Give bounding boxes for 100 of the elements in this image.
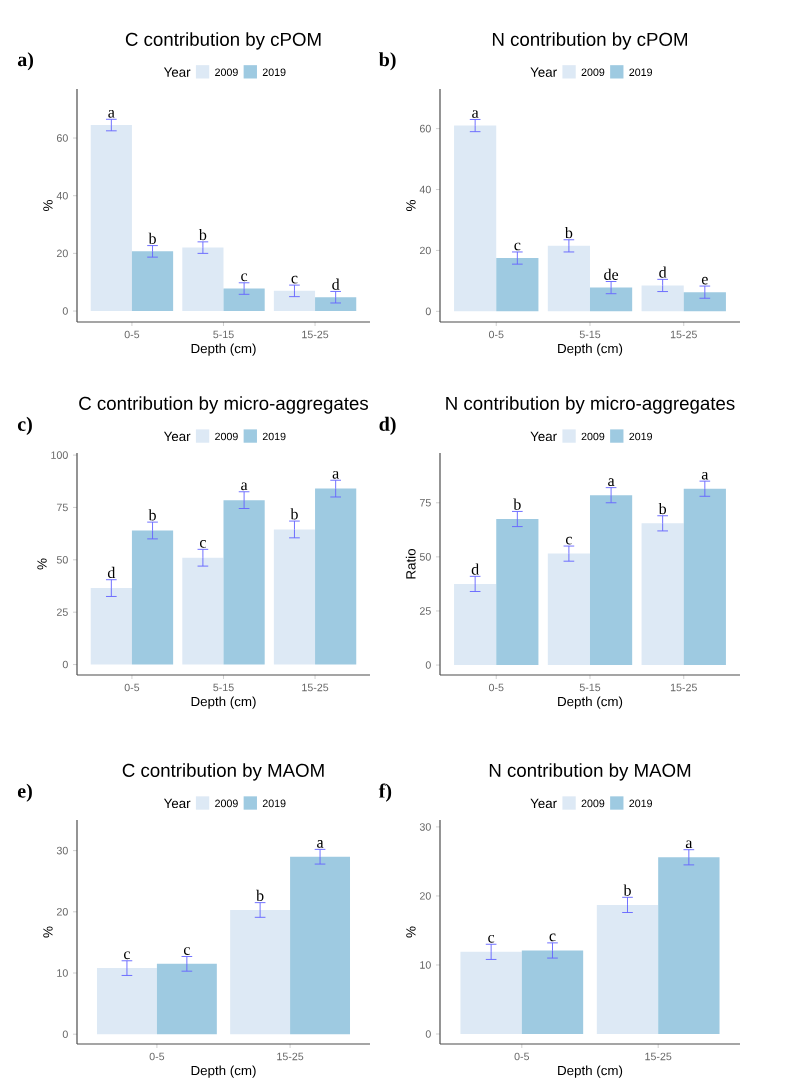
data-label: d — [471, 563, 479, 575]
bar — [182, 247, 224, 312]
data-label: b — [256, 889, 264, 902]
y-tick-label: 75 — [56, 503, 68, 512]
bar — [641, 285, 684, 312]
data-label: b — [148, 232, 156, 244]
y-tick-label: 20 — [56, 908, 68, 916]
y-tick-label: 0 — [425, 661, 431, 669]
y-tick-label: 40 — [419, 185, 431, 194]
y-tick-label: 30 — [56, 846, 68, 855]
data-label: c — [514, 242, 521, 251]
y-tick-label: 20 — [419, 892, 431, 900]
bar — [315, 488, 357, 665]
bar — [131, 530, 174, 665]
bar — [496, 519, 539, 666]
x-tick-label: 15-25 — [277, 1052, 304, 1061]
y-tick-label: 0 — [425, 1030, 431, 1038]
legend-label: 2019 — [629, 432, 653, 441]
bar — [230, 909, 291, 1035]
bar — [90, 588, 132, 665]
y-tick-label: 25 — [56, 608, 68, 616]
y-tick-label: 60 — [419, 124, 431, 133]
data-label: d — [659, 266, 667, 278]
data-label: c — [549, 933, 556, 942]
data-label: c — [565, 536, 572, 545]
x-tick-label: 0-5 — [514, 1052, 530, 1061]
data-label: a — [472, 110, 479, 118]
x-tick-label: 5-15 — [579, 683, 601, 692]
bar — [596, 904, 659, 1034]
x-tick-label: 15-25 — [645, 1052, 672, 1061]
y-axis-title: % — [406, 200, 416, 211]
data-label: a — [332, 470, 339, 479]
text: b) — [378, 52, 396, 71]
data-label: c — [291, 275, 298, 284]
chart-title: C contribution by cPOM — [125, 32, 321, 50]
data-label: de — [604, 268, 619, 280]
bar — [182, 557, 224, 665]
bar — [683, 292, 726, 312]
legend-label: 2019 — [262, 799, 286, 808]
bar — [496, 258, 539, 312]
data-label: b — [198, 228, 207, 241]
bar — [90, 125, 132, 312]
x-tick-label: 5-15 — [213, 683, 234, 692]
x-axis-title: Depth (cm) — [191, 343, 256, 356]
data-label: a — [701, 471, 709, 480]
y-tick-label: 100 — [51, 451, 68, 459]
data-label: a — [608, 478, 615, 487]
x-axis-title: Depth (cm) — [191, 1065, 256, 1078]
y-tick-label: 0 — [62, 1030, 68, 1038]
chart-title: N contribution by micro-aggregates — [446, 396, 735, 414]
data-label: a — [241, 482, 248, 491]
y-axis-title: % — [37, 558, 47, 570]
legend-title: Year — [163, 798, 191, 809]
legend-label: 2019 — [629, 68, 653, 76]
y-axis-title: Ratio — [405, 549, 416, 579]
y-tick-label: 10 — [420, 961, 431, 969]
legend-title: Year — [530, 67, 557, 77]
bar — [223, 500, 265, 665]
x-tick-label: 15-25 — [302, 330, 329, 339]
y-tick-label: 20 — [56, 249, 68, 258]
y-tick-label: 0 — [62, 660, 68, 669]
x-tick-label: 0-5 — [124, 683, 140, 692]
text: e) — [17, 783, 32, 802]
bar — [273, 529, 316, 665]
bar — [315, 297, 357, 312]
legend-label: 2009 — [215, 799, 238, 808]
legend-title: Year — [530, 798, 557, 809]
data-label: d — [332, 278, 340, 290]
legend-label: 2009 — [581, 799, 605, 808]
legend-label: 2009 — [215, 68, 238, 76]
data-label: b — [658, 502, 667, 515]
bar — [547, 245, 590, 312]
bar — [641, 523, 684, 666]
legend-title: Year — [163, 431, 191, 442]
y-tick-label: 20 — [419, 246, 431, 255]
data-label: c — [488, 934, 495, 943]
data-label: b — [290, 508, 298, 520]
y-tick-label: 40 — [56, 191, 68, 200]
x-tick-label: 5-15 — [579, 330, 601, 339]
bar — [658, 857, 720, 1034]
bar — [683, 488, 726, 666]
data-label: c — [183, 947, 190, 955]
bar — [590, 495, 633, 666]
y-tick-label: 75 — [419, 499, 431, 507]
x-axis-title: Depth (cm) — [558, 343, 623, 356]
x-axis-title: Depth (cm) — [191, 696, 256, 709]
bar — [521, 950, 584, 1034]
bar — [454, 583, 497, 666]
y-tick-label: 0 — [425, 307, 431, 316]
data-label: e — [701, 276, 708, 285]
legend-label: 2019 — [262, 432, 286, 441]
bar — [547, 553, 590, 666]
legend-label: 2009 — [581, 68, 605, 76]
data-label: d — [107, 566, 116, 579]
text: a) — [17, 52, 34, 71]
legend-label: 2009 — [215, 432, 238, 441]
text: c) — [17, 416, 32, 435]
data-label: a — [317, 840, 324, 848]
bar — [131, 251, 174, 312]
y-axis-title: % — [43, 926, 53, 938]
